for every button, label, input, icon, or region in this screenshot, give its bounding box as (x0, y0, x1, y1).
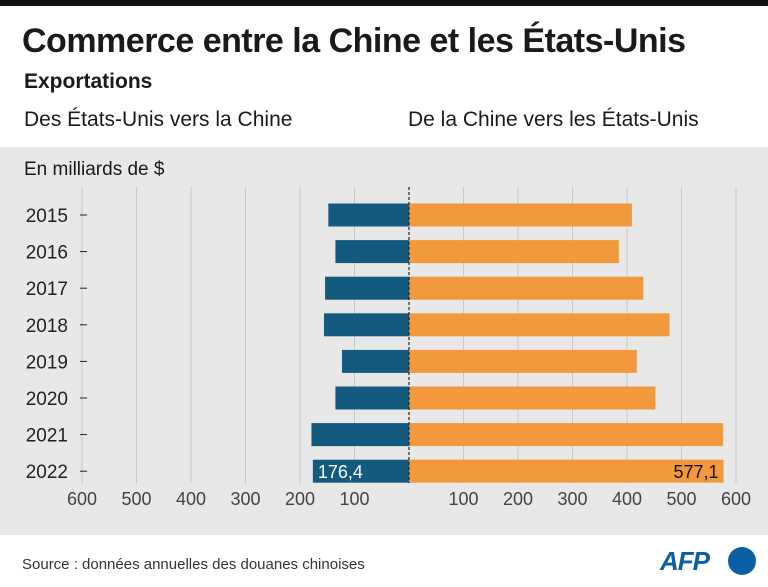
x-tick-right-200: 200 (503, 489, 533, 509)
left-series-label: Des États-Unis vers la Chine (24, 108, 293, 131)
bar-us-to-china-2019 (341, 349, 409, 373)
data-label-china-to-us-2022: 577,1 (673, 462, 718, 482)
bar-us-to-china-2015 (328, 203, 409, 227)
top-rule (0, 0, 768, 6)
x-tick-right-400: 400 (612, 489, 642, 509)
bar-us-to-china-2020 (335, 386, 409, 410)
bar-us-to-china-2018 (323, 313, 409, 337)
x-tick-right-500: 500 (666, 489, 696, 509)
category-label-2020: 2020 (26, 389, 68, 410)
afp-logo-dot-icon (728, 547, 756, 575)
category-label-2016: 2016 (26, 243, 68, 264)
x-tick-left-100: 100 (339, 489, 369, 509)
bar-us-to-china-2016 (335, 240, 409, 264)
bar-china-to-us-2016 (409, 240, 619, 264)
bar-china-to-us-2020 (409, 386, 656, 410)
x-tick-left-200: 200 (285, 489, 315, 509)
category-label-2017: 2017 (26, 279, 68, 300)
x-tick-right-300: 300 (557, 489, 587, 509)
bar-china-to-us-2017 (409, 276, 644, 300)
bar-china-to-us-2018 (409, 313, 670, 337)
bar-us-to-china-2022 (312, 459, 409, 483)
x-tick-right-600: 600 (721, 489, 751, 509)
data-label-us-to-china-2022: 176,4 (318, 462, 363, 482)
category-label-2018: 2018 (26, 316, 68, 337)
bar-china-to-us-2015 (409, 203, 632, 227)
chart-subtitle: Exportations (24, 70, 153, 93)
right-series-label: De la Chine vers les États-Unis (408, 108, 699, 131)
bar-us-to-china-2017 (325, 276, 409, 300)
chart-title: Commerce entre la Chine et les États-Uni… (22, 22, 686, 60)
category-label-2015: 2015 (26, 206, 68, 227)
source-note: Source : données annuelles des douanes c… (22, 556, 365, 573)
x-tick-right-100: 100 (448, 489, 478, 509)
bar-china-to-us-2019 (409, 349, 637, 373)
category-label-2019: 2019 (26, 352, 68, 373)
x-tick-left-600: 600 (67, 489, 97, 509)
bar-china-to-us-2022 (409, 459, 724, 483)
diverging-bar-chart: 2015 2016 2017 2018 2019 2020 2021 2022 176,4 577… (26, 187, 751, 509)
x-tick-left-400: 400 (176, 489, 206, 509)
bar-us-to-china-2021 (311, 423, 409, 447)
x-tick-left-300: 300 (230, 489, 260, 509)
x-tick-left-500: 500 (121, 489, 151, 509)
unit-label: En milliards de $ (24, 159, 165, 180)
category-label-2022: 2022 (26, 462, 68, 483)
category-label-2021: 2021 (26, 426, 68, 447)
bar-china-to-us-2021 (409, 423, 723, 447)
afp-logo-text: AFP (660, 546, 710, 576)
